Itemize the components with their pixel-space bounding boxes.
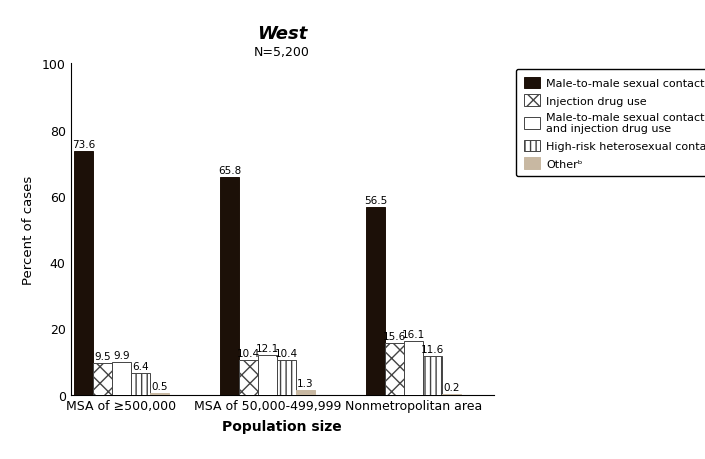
Bar xyxy=(366,208,385,395)
Bar xyxy=(404,341,423,395)
Bar xyxy=(258,355,277,395)
Text: 12.1: 12.1 xyxy=(256,343,279,353)
Bar xyxy=(296,391,315,395)
Bar xyxy=(74,151,93,395)
Bar xyxy=(385,343,404,395)
Text: N=5,200: N=5,200 xyxy=(254,46,310,59)
Text: 65.8: 65.8 xyxy=(218,165,241,175)
Text: 9.9: 9.9 xyxy=(114,350,130,360)
X-axis label: Population size: Population size xyxy=(222,420,342,433)
Text: 16.1: 16.1 xyxy=(402,330,425,340)
Bar xyxy=(112,362,131,395)
Text: 15.6: 15.6 xyxy=(383,331,406,341)
Bar xyxy=(93,364,112,395)
Bar xyxy=(277,360,296,395)
Text: 0.5: 0.5 xyxy=(152,381,168,391)
Bar xyxy=(423,356,442,395)
Legend: Male-to-male sexual contact, Injection drug use, Male-to-male sexual contact
and: Male-to-male sexual contact, Injection d… xyxy=(516,70,705,177)
Title: West: West xyxy=(257,25,307,43)
Text: 1.3: 1.3 xyxy=(297,379,314,388)
Text: 56.5: 56.5 xyxy=(364,196,387,206)
Bar xyxy=(220,177,239,395)
Text: 9.5: 9.5 xyxy=(94,352,111,361)
Y-axis label: Percent of cases: Percent of cases xyxy=(22,175,35,284)
Text: 11.6: 11.6 xyxy=(421,344,444,354)
Text: 10.4: 10.4 xyxy=(237,348,260,358)
Text: 6.4: 6.4 xyxy=(133,362,149,372)
Bar xyxy=(150,393,169,395)
Text: 0.2: 0.2 xyxy=(443,382,460,392)
Text: 73.6: 73.6 xyxy=(72,140,95,150)
Bar xyxy=(442,394,460,395)
Bar xyxy=(131,374,150,395)
Bar xyxy=(239,360,258,395)
Text: 10.4: 10.4 xyxy=(275,348,298,358)
